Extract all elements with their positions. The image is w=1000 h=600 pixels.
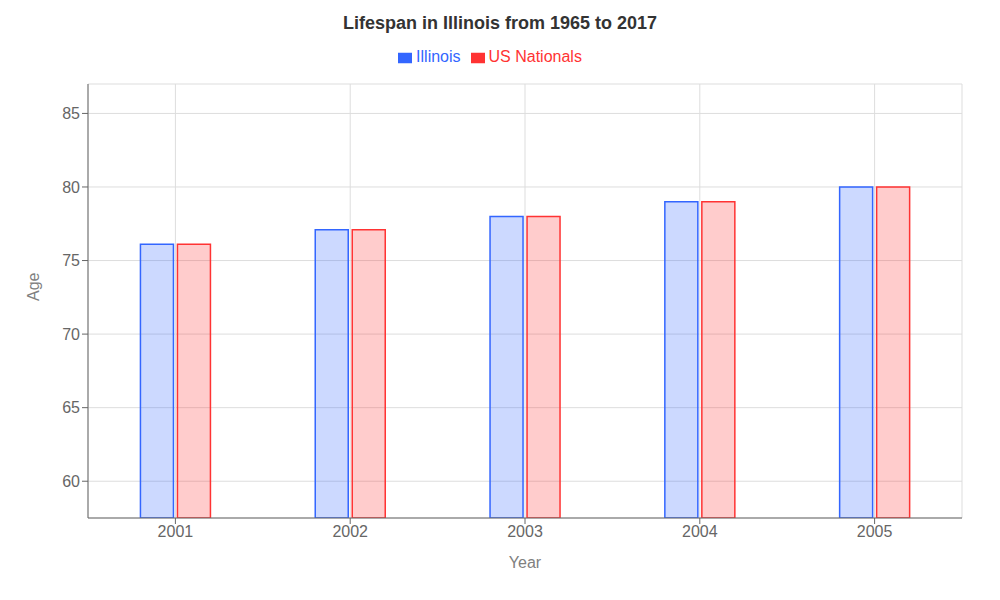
- svg-text:2003: 2003: [507, 523, 543, 540]
- html-text:Lifespan in Illinois from 1965: Lifespan in Illinois from 1965 to 2017: [342, 13, 657, 33]
- svg-text:60: 60: [62, 473, 80, 490]
- svg-text:2005: 2005: [857, 523, 893, 540]
- svg-text:2002: 2002: [332, 523, 368, 540]
- svg-text:70: 70: [62, 326, 80, 343]
- html-text:US Nationals: US Nationals: [488, 48, 582, 65]
- svg-text:80: 80: [62, 179, 80, 196]
- svg-text:65: 65: [62, 399, 80, 416]
- svg-text:75: 75: [62, 252, 80, 269]
- html-text:Illinois: Illinois: [416, 48, 461, 65]
- svg-text:Year: Year: [509, 554, 542, 571]
- svg-text:2001: 2001: [158, 523, 194, 540]
- svg-text:2004: 2004: [682, 523, 718, 540]
- svg-text:85: 85: [62, 105, 80, 122]
- svg-text:Age: Age: [25, 272, 42, 301]
